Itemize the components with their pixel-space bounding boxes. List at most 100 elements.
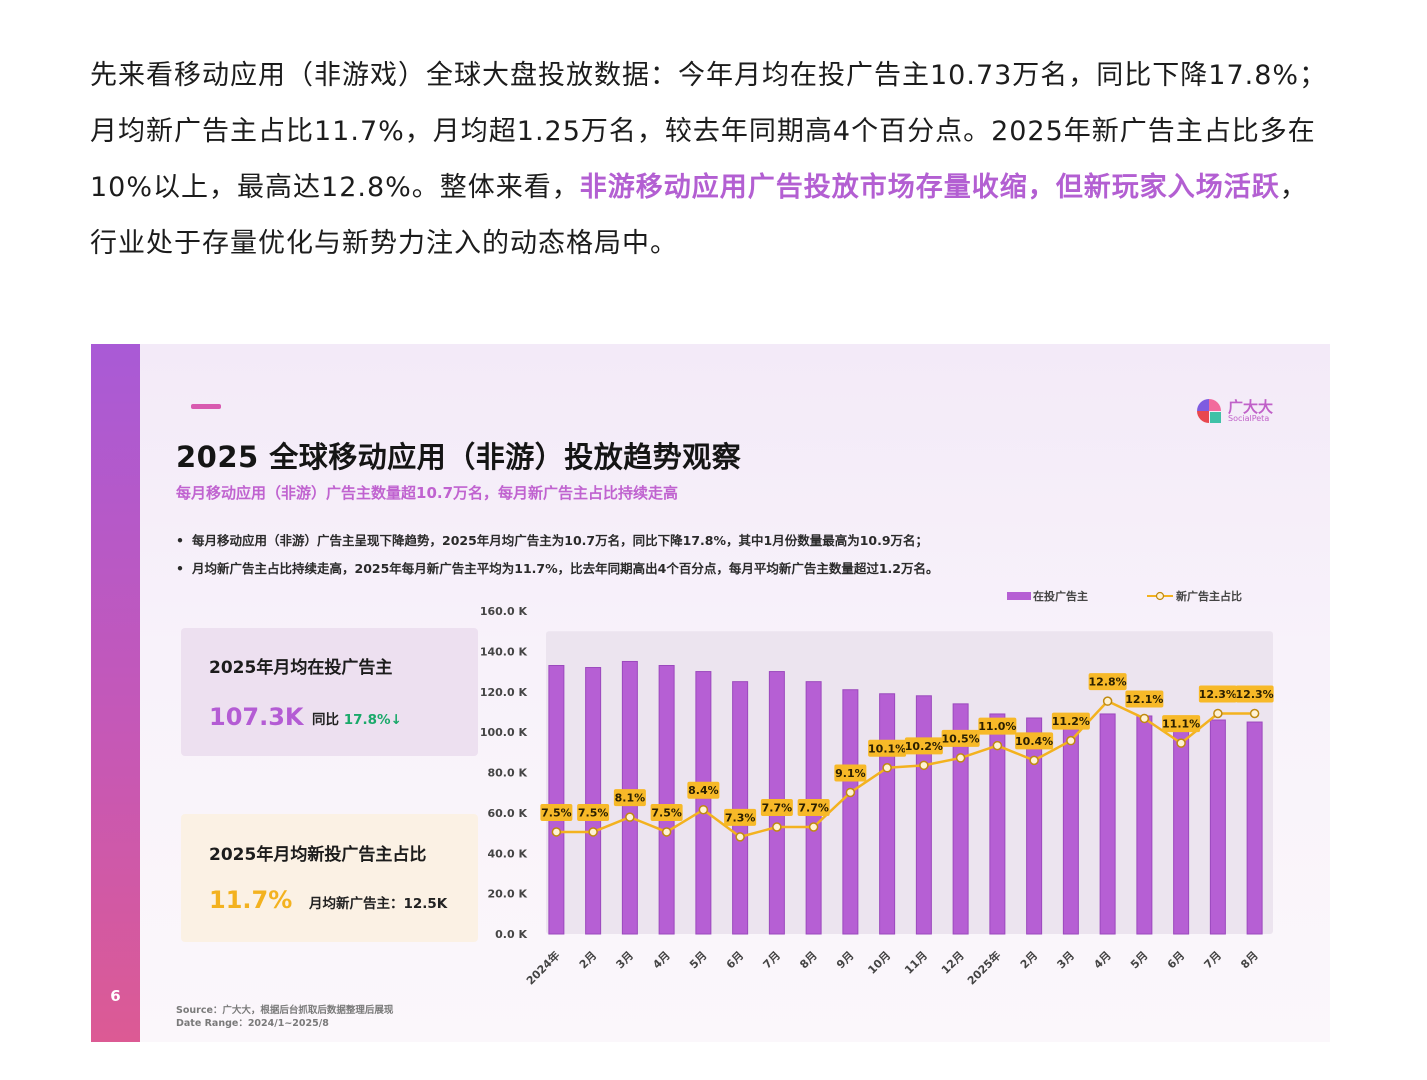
kpi-card-advertisers: 2025年月均在投广告主 107.3K 同比 17.8%↓ [181, 628, 478, 756]
chart-svg: 0.0 K 20.0 K 40.0 K 60.0 K 80.0 K 100.0 K 120.… [480, 589, 1274, 988]
data-label: 12.3% [1199, 688, 1237, 701]
line-point [1249, 708, 1260, 719]
data-label-bg [760, 799, 793, 817]
intro-paragraph: 先来看移动应用（非游戏）全球大盘投放数据：今年月均在投广告主10.73万名，同比… [90, 48, 1330, 272]
data-label-bg [1162, 715, 1201, 733]
x-tick-label: 8月 [797, 949, 819, 971]
line-point [1213, 708, 1223, 719]
y-tick-label: 80.0 K [488, 767, 528, 780]
bullet-text: 月均新广告主占比持续走高，2025年每月新广告主平均为11.7%，比去年同期高出… [192, 561, 939, 576]
x-tick-label: 4月 [1091, 949, 1113, 971]
line-point [845, 787, 856, 798]
data-label: 11.2% [1052, 715, 1090, 728]
data-label-bg [978, 717, 1017, 735]
data-label: 11.1% [1162, 718, 1200, 731]
bar [585, 667, 602, 935]
data-label-bg [834, 764, 867, 782]
x-tick-label: 2024年 [523, 948, 562, 987]
bar [732, 681, 749, 935]
y-tick-label: 60.0 K [488, 807, 528, 820]
slide-card: 6 广大大 SocialPeta 2025 全球移动应用（非游）投放趋势观察 每… [91, 344, 1330, 1042]
data-label: 9.1% [835, 767, 866, 780]
kpi-title: 2025年月均新投广告主占比 [209, 845, 427, 865]
bar [1173, 715, 1190, 935]
data-label-bg [540, 803, 573, 821]
line-point [919, 760, 929, 771]
bar [1136, 715, 1153, 935]
kpi-value: 107.3K [209, 703, 304, 731]
data-label-bg [1198, 685, 1237, 703]
line-point [1029, 755, 1039, 766]
y-tick-label: 0.0 K [495, 928, 527, 941]
kpi-yoy-value: 17.8% [343, 712, 391, 728]
x-tick-label: 5月 [687, 949, 709, 971]
bullet-item: • 月均新广告主占比持续走高，2025年每月新广告主平均为11.7%，比去年同期高… [176, 558, 939, 577]
line-point [882, 763, 892, 773]
trend-chart: 0.0 K 20.0 K 40.0 K 60.0 K 80.0 K 100.0 K 120.… [471, 584, 1291, 1004]
kpi-card-new-share: 2025年月均新投广告主占比 11.7% 月均新广告主：12.5K [181, 814, 478, 942]
slide-subtitle: 每月移动应用（非游）广告主数量超10.7万名，每月新广告主占比持续走高 [176, 484, 679, 502]
line-point [661, 827, 672, 837]
plot-area [546, 631, 1273, 934]
title-accent-dash [191, 404, 221, 409]
legend-swatch-bar [1007, 592, 1031, 600]
x-tick-label: 12月 [939, 949, 967, 977]
x-tick-label: 7月 [1202, 949, 1224, 971]
bar [842, 689, 859, 935]
y-tick-label: 20.0 K [488, 888, 528, 901]
line-point [772, 822, 782, 832]
data-label-bg [797, 799, 830, 817]
bar [879, 693, 896, 935]
x-tick-label: 6月 [1165, 949, 1187, 971]
x-tick-label: 5月 [1128, 949, 1150, 971]
legend-label-bar: 在投广告主 [1033, 589, 1088, 603]
line-series-new-share [556, 699, 1255, 839]
bar [548, 665, 565, 935]
bar [952, 703, 969, 935]
bar [1099, 713, 1116, 935]
data-label-bg [1015, 732, 1054, 750]
x-tick-label: 7月 [761, 949, 783, 971]
x-tick-label: 2025年 [964, 948, 1003, 987]
y-tick-label: 160.0 K [480, 605, 528, 618]
x-tick-label: 4月 [650, 949, 672, 971]
x-tick-label: 6月 [724, 949, 746, 971]
line-point [808, 822, 819, 832]
source-text: Source：广大大，根据后台抓取后数据整理后展现 [176, 1005, 394, 1016]
page-number: 6 [110, 987, 121, 1005]
data-label: 7.7% [798, 802, 829, 815]
kpi-yoy-label: 同比 [312, 712, 344, 728]
intro-text-1: 先来看移动应用（非游戏）全球大盘投放数据：今年月均在投广告主10.73万名，同比… [90, 60, 1328, 203]
data-label: 12.3% [1236, 688, 1274, 701]
x-tick-label: 2月 [1018, 949, 1040, 971]
socialpeta-logo: 广大大 SocialPeta [1196, 396, 1286, 428]
data-label-bg [1125, 690, 1164, 708]
bar [1209, 719, 1226, 935]
x-tick-label: 8月 [1238, 949, 1260, 971]
line-point [551, 827, 562, 837]
data-label: 7.5% [578, 806, 609, 819]
date-range-text: Date Range：2024/1~2025/8 [176, 1018, 329, 1029]
arrow-down-icon: ↓ [390, 712, 402, 728]
logo-mark-icon [1197, 399, 1221, 423]
x-tick-label: 3月 [614, 949, 636, 971]
intro-highlight: 非游移动应用广告投放市场存量收缩，但新玩家入场活跃 [579, 172, 1280, 203]
logo-subtitle: SocialPeta [1228, 414, 1270, 423]
kpi-note: 月均新广告主：12.5K [309, 896, 448, 912]
data-label-bg [650, 803, 683, 821]
bar [989, 713, 1006, 935]
bar [1026, 717, 1043, 935]
line-point [1139, 713, 1150, 724]
data-label: 12.1% [1125, 693, 1163, 706]
x-tick-label: 11月 [902, 949, 930, 977]
x-tick-label: 3月 [1055, 949, 1077, 971]
bullet-marker: • [176, 533, 184, 548]
data-label-bg [904, 737, 943, 755]
data-label: 8.1% [615, 792, 646, 805]
line-point [1176, 738, 1186, 748]
data-label-bg [687, 781, 720, 799]
data-label: 10.2% [905, 740, 943, 753]
bar [695, 671, 712, 935]
y-tick-label: 120.0 K [480, 686, 528, 699]
line-point [1102, 696, 1113, 706]
